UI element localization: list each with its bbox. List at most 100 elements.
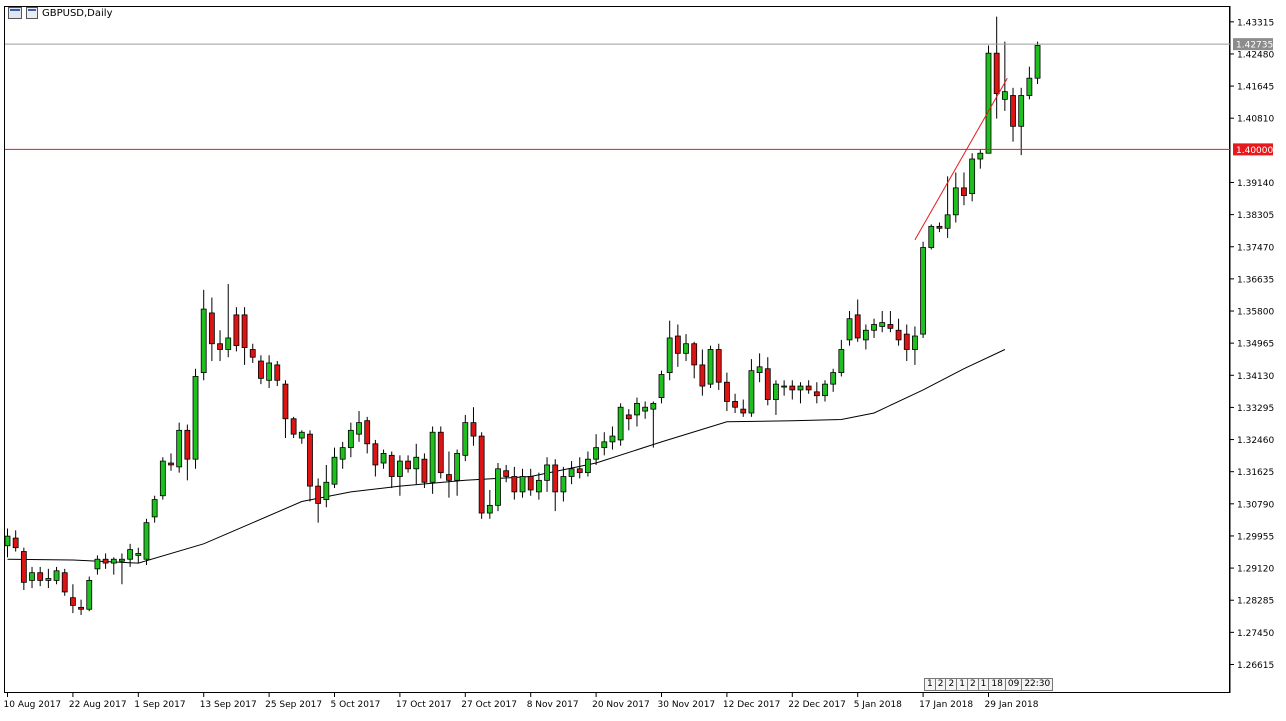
candle <box>544 457 550 492</box>
chart-title: GBPUSD,Daily <box>8 7 113 19</box>
candle-body-bear <box>691 343 698 366</box>
candle-body-bear <box>249 349 256 358</box>
candle-body-bull <box>568 468 575 477</box>
candles-group <box>4 16 1041 616</box>
candle <box>944 176 951 238</box>
candle-body-bull <box>266 362 273 381</box>
candle-body-bull <box>977 152 984 160</box>
candle <box>797 382 804 404</box>
candle-body-bear <box>527 476 534 491</box>
candle-body-bear <box>732 401 738 408</box>
candle <box>413 443 420 485</box>
candle <box>952 172 959 223</box>
candle-body-bear <box>388 454 395 477</box>
candle <box>993 16 1000 119</box>
current-price-label-bg <box>1233 38 1273 51</box>
candle-body-bull <box>952 187 959 216</box>
candle-body-bear <box>511 476 518 493</box>
window-menu-icon[interactable] <box>8 7 22 19</box>
candle <box>658 370 665 404</box>
candle-body-bull <box>773 383 779 400</box>
candle-body-bull <box>119 558 125 562</box>
candle <box>822 380 828 402</box>
candle <box>372 439 379 477</box>
candle-body-bear <box>315 485 322 504</box>
candle-body-bear <box>854 314 861 339</box>
current-price-value: 1.42735 <box>1236 41 1273 51</box>
candle <box>511 466 518 500</box>
time-tick-label: 22 Aug 2017 <box>69 700 127 710</box>
price-tick-label: 1.42480 <box>1237 50 1274 60</box>
candle-body-bull <box>642 406 649 412</box>
candle-body-bear <box>813 391 820 397</box>
candle-body-bull <box>331 456 338 485</box>
candle <box>617 403 624 446</box>
candle <box>585 451 591 477</box>
time-tick-label: 30 Nov 2017 <box>658 700 716 710</box>
candle <box>715 343 722 390</box>
candle <box>258 355 264 385</box>
candle <box>462 414 469 462</box>
candle-body-bear <box>364 420 371 445</box>
candle-body-bear <box>789 385 796 391</box>
candle <box>535 472 542 500</box>
candle-body-bear <box>372 443 379 466</box>
price-tick-label: 1.31625 <box>1237 468 1274 478</box>
time-tick-label: 1 Sep 2017 <box>134 700 185 710</box>
candle-body-bull <box>486 504 493 514</box>
price-tick-label: 1.37470 <box>1237 243 1274 253</box>
candle-body-bull <box>323 481 330 500</box>
candle <box>200 289 207 381</box>
candle <box>805 380 812 394</box>
candle-body-bull <box>495 468 501 506</box>
candle <box>478 432 485 519</box>
candle <box>339 441 346 469</box>
candle-body-bull <box>822 383 828 397</box>
candle-body-bull <box>862 329 869 341</box>
candle <box>969 153 976 202</box>
candle <box>920 241 926 338</box>
candle-body-bear <box>437 431 444 474</box>
candle-body-bull <box>396 460 403 477</box>
candle <box>756 353 763 383</box>
candle <box>691 341 698 379</box>
candle-body-bull <box>53 570 60 581</box>
trendline[interactable] <box>914 77 1008 241</box>
candle-body-bull <box>159 460 166 497</box>
candle <box>119 553 125 585</box>
candle-body-bull <box>519 476 526 493</box>
time-tick-label: 22 Dec 2017 <box>788 700 846 710</box>
candle-body-bull <box>86 579 93 610</box>
candle <box>871 318 877 338</box>
candle <box>601 432 608 456</box>
candle-body-bear <box>470 422 477 437</box>
candle-body-bull <box>356 422 362 435</box>
price-tick-label: 1.35800 <box>1237 308 1274 318</box>
chart-window-icon[interactable] <box>26 7 38 19</box>
candle <box>830 368 837 392</box>
candle <box>249 343 256 363</box>
candle <box>912 326 918 365</box>
time-scroll-indicator[interactable]: 1 2 2 1 2 1 18 09 22:30 <box>924 678 1054 691</box>
candle-body-bull <box>969 158 976 195</box>
candle-body-bull <box>634 402 640 416</box>
candle-body-bull <box>4 535 11 547</box>
levels-group <box>5 43 1230 241</box>
candle-body-bear <box>805 385 812 391</box>
level-price-label-bg <box>1233 143 1273 156</box>
candle-body-bull <box>985 52 992 154</box>
candle-body-bear <box>307 433 313 487</box>
candle-body-bull <box>683 343 689 354</box>
price-tick-label: 1.41645 <box>1237 83 1274 93</box>
candle <box>184 424 191 481</box>
candle <box>176 422 183 473</box>
candle <box>552 459 559 512</box>
candle <box>674 324 681 367</box>
time-scroll-cell: 18 <box>988 678 1006 691</box>
candle-body-bear <box>764 368 771 400</box>
candle <box>813 382 820 404</box>
candle-body-bear <box>421 458 428 483</box>
candle-body-bull <box>650 402 657 410</box>
